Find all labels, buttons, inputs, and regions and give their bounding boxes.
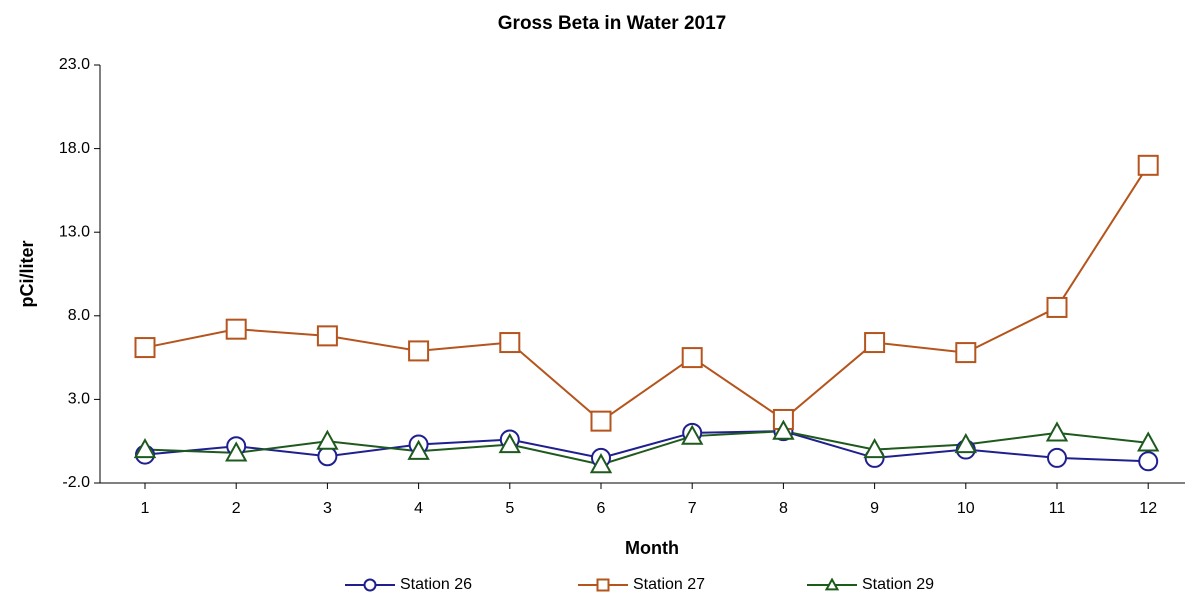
x-axis-label: Month	[625, 538, 679, 558]
y-tick-label: 8.0	[68, 307, 90, 324]
point	[1138, 451, 1159, 472]
point	[1045, 421, 1069, 442]
legend-marker	[824, 577, 840, 591]
series-line	[144, 430, 1149, 466]
legend-marker	[363, 578, 377, 592]
x-tick-label: 10	[957, 500, 975, 517]
point	[316, 325, 338, 347]
y-tick-label: 3.0	[68, 391, 90, 408]
point	[772, 419, 795, 440]
point	[1047, 447, 1067, 468]
point	[134, 337, 156, 359]
point	[1046, 296, 1068, 318]
x-tick-label: 9	[870, 500, 879, 517]
point	[1137, 154, 1159, 176]
y-axis-label: pCi/liter	[17, 240, 37, 307]
series-line	[144, 430, 1149, 463]
point	[225, 441, 248, 462]
legend-marker	[596, 578, 610, 592]
legend-label: Station 29	[862, 576, 934, 593]
x-tick-label: 3	[323, 500, 332, 517]
x-tick-label: 6	[597, 500, 606, 517]
point	[498, 432, 521, 454]
series-line	[144, 164, 1150, 423]
x-tick-label: 8	[779, 500, 788, 517]
point	[499, 332, 521, 354]
chart-title: Gross Beta in Water 2017	[498, 13, 726, 34]
point	[954, 432, 977, 454]
point	[407, 439, 430, 460]
point	[225, 318, 247, 340]
y-tick-label: 13.0	[59, 223, 90, 240]
point	[133, 438, 157, 459]
legend-label: Station 27	[633, 576, 705, 593]
x-tick-label: 2	[232, 500, 241, 517]
point	[590, 410, 612, 432]
point	[589, 453, 613, 474]
point	[1137, 431, 1160, 452]
x-tick-label: 5	[505, 500, 514, 517]
x-tick-label: 1	[141, 500, 150, 517]
x-tick-label: 11	[1049, 500, 1066, 517]
point	[681, 424, 704, 445]
x-tick-label: 12	[1139, 500, 1157, 517]
point	[317, 446, 338, 467]
point	[955, 342, 977, 364]
point	[408, 340, 430, 362]
y-tick-label: -2.0	[62, 474, 90, 491]
x-tick-label: 4	[414, 500, 423, 517]
legend-label: Station 26	[400, 576, 472, 593]
point	[863, 438, 886, 459]
point	[681, 347, 703, 369]
y-tick-label: 23.0	[59, 56, 90, 73]
point	[316, 429, 339, 450]
x-tick-label: 7	[688, 500, 697, 517]
point	[864, 332, 886, 354]
y-tick-label: 18.0	[59, 140, 90, 157]
